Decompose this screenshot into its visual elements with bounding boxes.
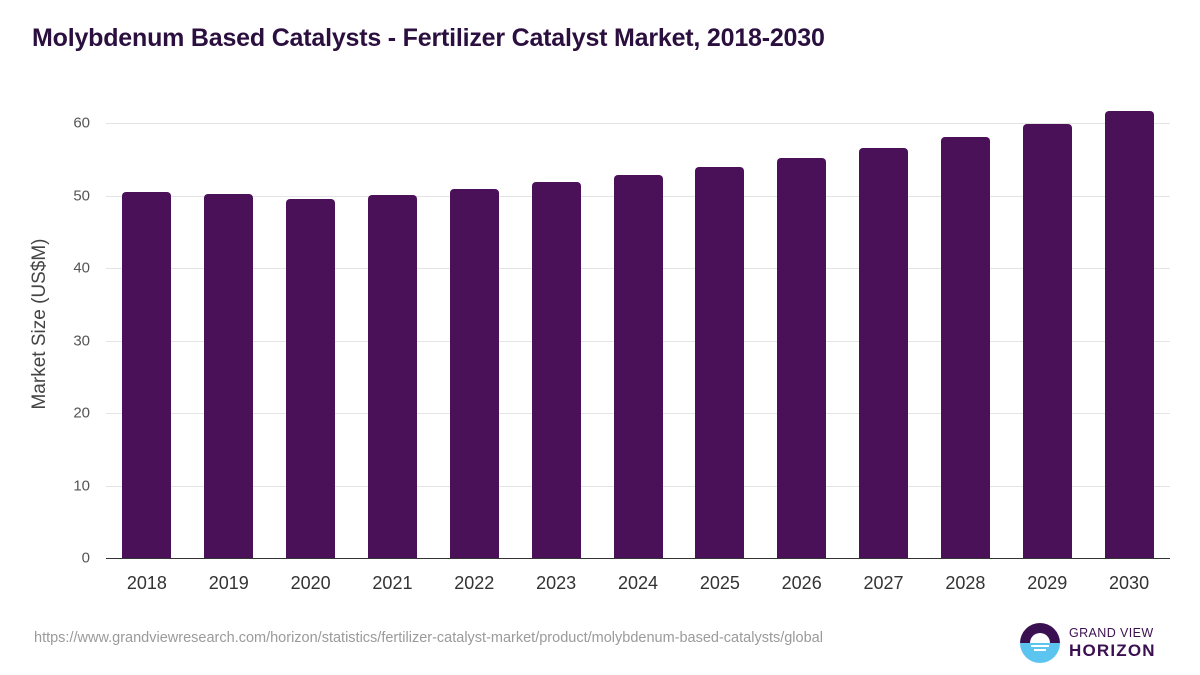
y-tick-label: 10 bbox=[73, 477, 90, 494]
y-tick-label: 50 bbox=[73, 187, 90, 204]
x-tick-label: 2026 bbox=[781, 573, 822, 593]
plot-area bbox=[106, 110, 1170, 559]
bar-2029[interactable] bbox=[1022, 123, 1072, 558]
bar-2030[interactable] bbox=[1104, 110, 1154, 558]
source-url[interactable]: https://www.grandviewresearch.com/horizo… bbox=[34, 630, 823, 646]
x-tick-label: 2020 bbox=[290, 573, 331, 593]
bar-2020[interactable] bbox=[286, 199, 336, 558]
x-tick-label: 2022 bbox=[454, 573, 495, 593]
logo-text-grand-view: GRAND VIEW bbox=[1069, 625, 1154, 640]
x-axis-line bbox=[106, 558, 1170, 559]
bar-2022[interactable] bbox=[449, 188, 499, 558]
bar-2018[interactable] bbox=[122, 191, 172, 558]
x-tick-label: 2023 bbox=[536, 573, 577, 593]
bar-2021[interactable] bbox=[367, 194, 417, 558]
bar-2025[interactable] bbox=[695, 167, 745, 558]
bar-2027[interactable] bbox=[859, 147, 909, 558]
x-tick-label: 2021 bbox=[372, 573, 413, 593]
chart-title: Molybdenum Based Catalysts - Fertilizer … bbox=[32, 24, 825, 52]
logo-text-horizon: HORIZON bbox=[1069, 641, 1156, 661]
x-tick-label: 2025 bbox=[699, 573, 740, 593]
x-tick-label: 2027 bbox=[863, 573, 904, 593]
x-tick-label: 2028 bbox=[945, 573, 986, 593]
bar-2024[interactable] bbox=[613, 175, 663, 558]
x-tick-label: 2030 bbox=[1109, 573, 1150, 593]
y-axis-label: Market Size (US$M) bbox=[29, 238, 50, 410]
y-tick-label: 40 bbox=[73, 259, 90, 277]
grand-view-horizon-logo[interactable]: GRAND VIEW HORIZON bbox=[1020, 623, 1156, 663]
bar-2019[interactable] bbox=[204, 194, 254, 558]
gridline bbox=[106, 123, 1170, 124]
bar-2028[interactable] bbox=[940, 136, 990, 558]
y-tick-label: 60 bbox=[73, 114, 90, 132]
y-tick-label: 20 bbox=[73, 404, 90, 422]
x-tick-label: 2019 bbox=[208, 573, 249, 593]
bar-2023[interactable] bbox=[531, 181, 581, 558]
x-tick-label: 2024 bbox=[617, 573, 659, 593]
y-tick-label: 30 bbox=[73, 332, 90, 349]
x-tick-label: 2029 bbox=[1027, 573, 1068, 593]
y-tick-label: 0 bbox=[81, 549, 90, 567]
horizon-logo-icon bbox=[1020, 623, 1060, 663]
x-tick-label: 2018 bbox=[126, 573, 167, 593]
bar-2026[interactable] bbox=[777, 157, 827, 558]
